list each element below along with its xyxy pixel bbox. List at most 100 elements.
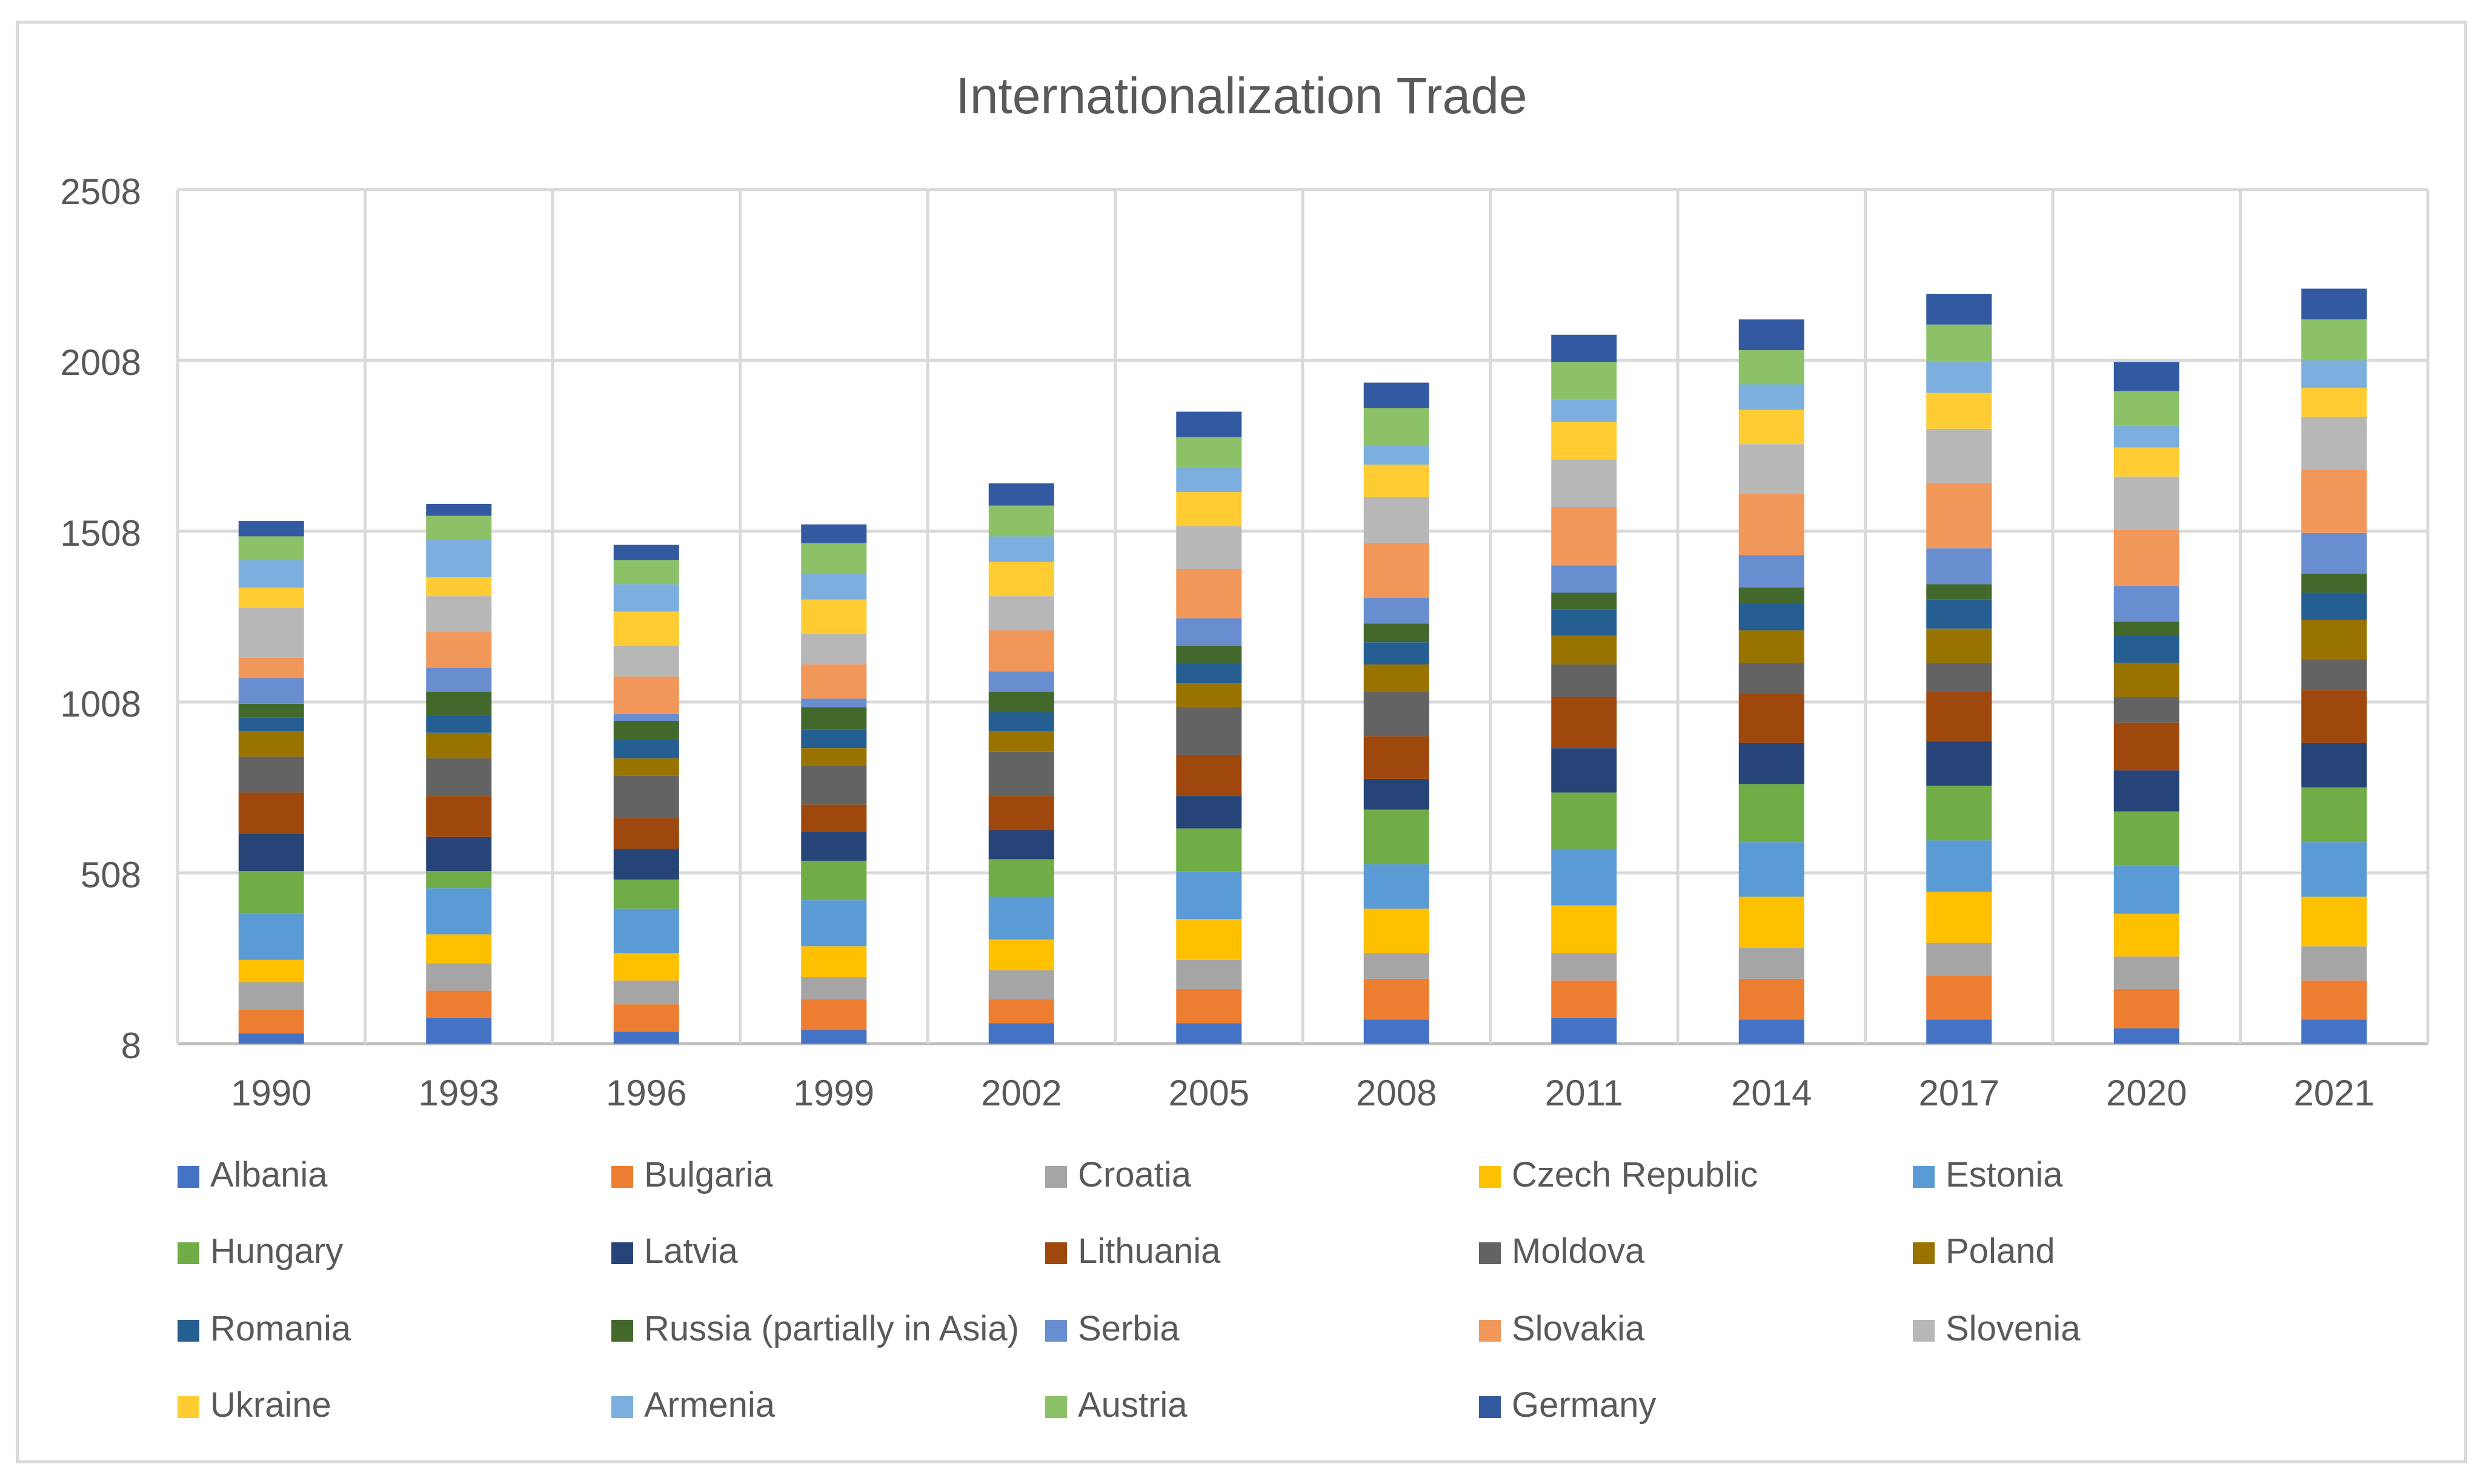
legend-item-slovakia: Slovakia — [1479, 1309, 1645, 1348]
bar-segment-croatia-2020 — [2113, 956, 2179, 989]
bar-segment-germany-1993 — [426, 503, 492, 516]
bar-segment-romania-1990 — [238, 717, 304, 731]
legend-swatch — [1479, 1396, 1501, 1418]
bar-stack-2005 — [1176, 411, 1242, 1044]
bar-segment-austria-2020 — [2113, 391, 2179, 426]
bar-segment-armenia-2011 — [1551, 399, 1617, 422]
bar-segment-russia-partially-in-asia-1990 — [238, 703, 304, 718]
bar-segment-ukraine-2021 — [2301, 388, 2367, 417]
bar-segment-ukraine-2017 — [1926, 393, 1992, 429]
bar-segment-armenia-2005 — [1176, 468, 1242, 492]
bar-segment-ukraine-1990 — [238, 588, 304, 608]
bar-segment-slovakia-2014 — [1738, 493, 1804, 555]
bar-segment-austria-1993 — [426, 515, 492, 540]
bar-segment-slovenia-1999 — [801, 634, 867, 664]
bar-stack-2021 — [2301, 288, 2367, 1044]
legend-label: Latvia — [644, 1231, 739, 1271]
bar-segment-serbia-1993 — [426, 667, 492, 692]
bar-segment-austria-2002 — [988, 505, 1054, 537]
bar-segment-croatia-2008 — [1363, 953, 1429, 979]
bar-segment-ukraine-1996 — [613, 611, 679, 646]
bar-segment-slovakia-2017 — [1926, 483, 1992, 549]
bar-stack-2008 — [1363, 382, 1429, 1044]
bar-segment-estonia-2021 — [2301, 842, 2367, 897]
bar-segment-armenia-1990 — [238, 560, 304, 588]
bar-segment-russia-partially-in-asia-2002 — [988, 692, 1054, 712]
bar-segment-slovenia-2005 — [1176, 526, 1242, 569]
bar-segment-hungary-2014 — [1738, 784, 1804, 843]
bar-segment-czech-republic-1993 — [426, 934, 492, 964]
bar-segment-ukraine-2014 — [1738, 409, 1804, 445]
bar-segment-bulgaria-2021 — [2301, 980, 2367, 1020]
bar-segment-croatia-2014 — [1738, 948, 1804, 979]
legend-item-austria: Austria — [1045, 1385, 1188, 1425]
bar-segment-moldova-2014 — [1738, 663, 1804, 694]
bar-segment-moldova-2017 — [1926, 663, 1992, 692]
legend-item-serbia: Serbia — [1045, 1309, 1180, 1348]
bar-segment-estonia-2014 — [1738, 842, 1804, 897]
bar-segment-moldova-1990 — [238, 757, 304, 793]
legend-item-bulgaria: Bulgaria — [611, 1155, 774, 1194]
legend-label: Lithuania — [1078, 1231, 1221, 1271]
bar-segment-ukraine-2020 — [2113, 447, 2179, 477]
bar-segment-croatia-2017 — [1926, 942, 1992, 976]
x-tick-label: 2014 — [1731, 1073, 1812, 1113]
bar-segment-czech-republic-1990 — [238, 959, 304, 982]
x-axis-ticks: 1990 1993 1996 1999 2002 2005 2008 2011 2014 2017… — [231, 1073, 2375, 1113]
bar-segment-armenia-2020 — [2113, 425, 2179, 448]
legend-label: Armenia — [644, 1385, 776, 1425]
bar-segment-czech-republic-1999 — [801, 946, 867, 978]
bar-segment-croatia-1996 — [613, 980, 679, 1005]
bar-segment-albania-2005 — [1176, 1023, 1242, 1044]
bar-segment-slovenia-2017 — [1926, 428, 1992, 484]
bar-segment-romania-2011 — [1551, 609, 1617, 636]
bar-segment-croatia-1990 — [238, 982, 304, 1010]
bar-segment-moldova-1996 — [613, 775, 679, 818]
bar-segment-croatia-2002 — [988, 970, 1054, 999]
legend-item-poland: Poland — [1913, 1231, 2055, 1271]
bar-segment-serbia-1999 — [801, 698, 867, 707]
bar-segment-latvia-2011 — [1551, 748, 1617, 793]
bar-segment-albania-1996 — [613, 1032, 679, 1044]
legend-label: Ukraine — [210, 1385, 331, 1425]
bar-segment-serbia-1996 — [613, 714, 679, 721]
legend-item-ukraine: Ukraine — [178, 1385, 331, 1425]
bar-segment-poland-2014 — [1738, 630, 1804, 663]
bar-segment-albania-1993 — [426, 1018, 492, 1044]
bar-segment-croatia-2005 — [1176, 959, 1242, 989]
bar-segment-moldova-1993 — [426, 758, 492, 797]
bar-segment-croatia-2021 — [2301, 946, 2367, 981]
bar-segment-estonia-2008 — [1363, 864, 1429, 909]
y-axis-ticks: 8 508 1008 1508 2008 2508 — [61, 171, 141, 1066]
bar-segment-bulgaria-2011 — [1551, 980, 1617, 1018]
bar-segment-poland-2011 — [1551, 635, 1617, 664]
bar-segment-serbia-2021 — [2301, 532, 2367, 574]
chart-title: Internationalization Trade — [956, 67, 1527, 124]
bar-segment-serbia-2011 — [1551, 565, 1617, 593]
legend-label: Albania — [210, 1155, 328, 1194]
x-tick-label: 2005 — [1169, 1073, 1249, 1113]
bar-segment-slovakia-2011 — [1551, 507, 1617, 566]
bar-segment-bulgaria-2017 — [1926, 975, 1992, 1020]
legend-label: Slovakia — [1512, 1309, 1645, 1348]
legend-swatch — [1479, 1166, 1501, 1188]
bar-segment-germany-1996 — [613, 545, 679, 560]
bar-stack-2002 — [988, 483, 1054, 1044]
bar-segment-latvia-1990 — [238, 833, 304, 872]
bar-segment-hungary-1993 — [426, 871, 492, 889]
bar-segment-lithuania-1993 — [426, 796, 492, 837]
bar-segment-slovakia-2002 — [988, 630, 1054, 672]
bar-segment-croatia-1993 — [426, 963, 492, 991]
bar-segment-slovenia-1993 — [426, 596, 492, 632]
bar-segment-albania-2017 — [1926, 1019, 1992, 1044]
legend-label: Estonia — [1946, 1155, 2063, 1194]
bar-segment-latvia-2017 — [1926, 741, 1992, 786]
legend-swatch — [611, 1320, 633, 1342]
bars-layer — [238, 288, 2367, 1044]
bar-segment-hungary-1990 — [238, 871, 304, 914]
bar-segment-poland-2005 — [1176, 683, 1242, 707]
bar-segment-hungary-2021 — [2301, 787, 2367, 843]
bar-segment-austria-2017 — [1926, 324, 1992, 362]
bar-segment-germany-2011 — [1551, 334, 1617, 362]
legend-swatch — [1479, 1320, 1501, 1342]
